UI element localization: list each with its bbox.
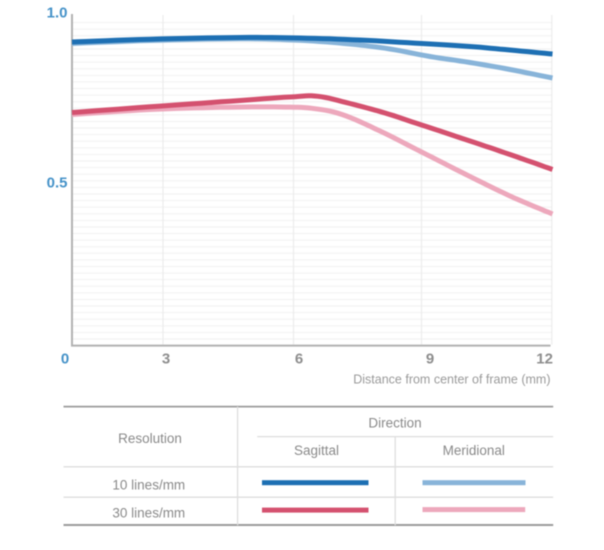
svg-text:1.0: 1.0: [47, 5, 68, 22]
svg-text:3: 3: [162, 351, 170, 368]
svg-text:0.5: 0.5: [47, 175, 68, 192]
svg-text:Distance from center of frame: Distance from center of frame (mm): [353, 372, 550, 386]
svg-text:9: 9: [426, 351, 434, 368]
svg-text:10 lines/mm: 10 lines/mm: [112, 477, 185, 492]
svg-text:6: 6: [295, 351, 303, 368]
svg-text:30 lines/mm: 30 lines/mm: [112, 505, 185, 520]
svg-text:0: 0: [61, 351, 69, 368]
svg-text:Resolution: Resolution: [118, 431, 182, 446]
svg-text:Meridional: Meridional: [443, 443, 505, 458]
svg-text:Sagittal: Sagittal: [294, 443, 339, 458]
svg-text:12: 12: [536, 351, 553, 368]
svg-text:Direction: Direction: [368, 415, 421, 430]
